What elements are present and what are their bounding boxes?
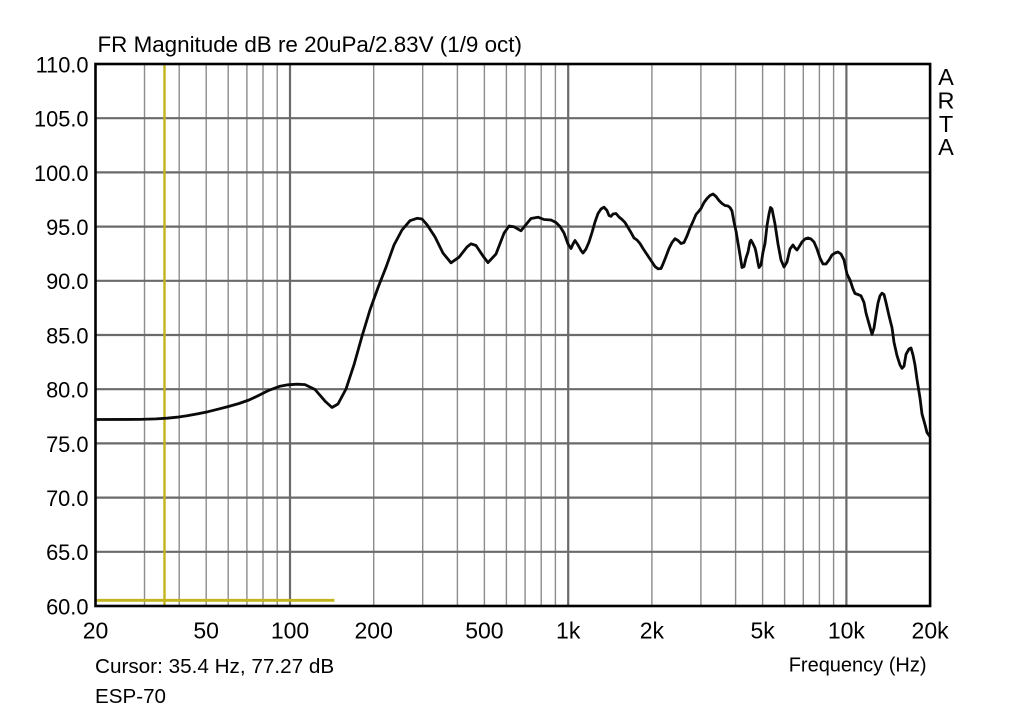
svg-text:105.0: 105.0: [34, 107, 89, 132]
svg-text:ESP-70: ESP-70: [95, 685, 166, 708]
svg-text:500: 500: [465, 618, 503, 644]
svg-text:FR Magnitude dB re 20uPa/2.83V: FR Magnitude dB re 20uPa/2.83V (1/9 oct): [98, 32, 522, 57]
svg-text:110.0: 110.0: [36, 52, 89, 77]
svg-text:95.0: 95.0: [46, 215, 88, 240]
svg-text:A: A: [938, 64, 954, 90]
svg-text:2k: 2k: [640, 618, 665, 644]
svg-text:70.0: 70.0: [46, 486, 88, 511]
svg-text:65.0: 65.0: [46, 540, 88, 565]
svg-text:20: 20: [83, 618, 109, 644]
svg-text:5k: 5k: [750, 618, 775, 644]
svg-text:100.0: 100.0: [34, 161, 89, 186]
svg-text:Cursor: 35.4 Hz, 77.27 dB: Cursor: 35.4 Hz, 77.27 dB: [95, 655, 334, 678]
svg-text:85.0: 85.0: [46, 323, 88, 348]
svg-text:10k: 10k: [828, 618, 866, 644]
svg-text:A: A: [938, 134, 954, 160]
svg-text:75.0: 75.0: [46, 432, 88, 457]
svg-text:50: 50: [193, 618, 219, 644]
svg-text:20k: 20k: [912, 618, 950, 644]
svg-text:T: T: [939, 111, 953, 137]
svg-text:200: 200: [355, 618, 393, 644]
svg-text:R: R: [938, 88, 955, 114]
svg-text:100: 100: [271, 618, 309, 644]
svg-text:60.0: 60.0: [46, 594, 88, 619]
svg-text:90.0: 90.0: [46, 269, 88, 294]
svg-text:Frequency (Hz): Frequency (Hz): [789, 655, 927, 677]
svg-text:1k: 1k: [556, 618, 581, 644]
svg-text:80.0: 80.0: [46, 378, 88, 403]
